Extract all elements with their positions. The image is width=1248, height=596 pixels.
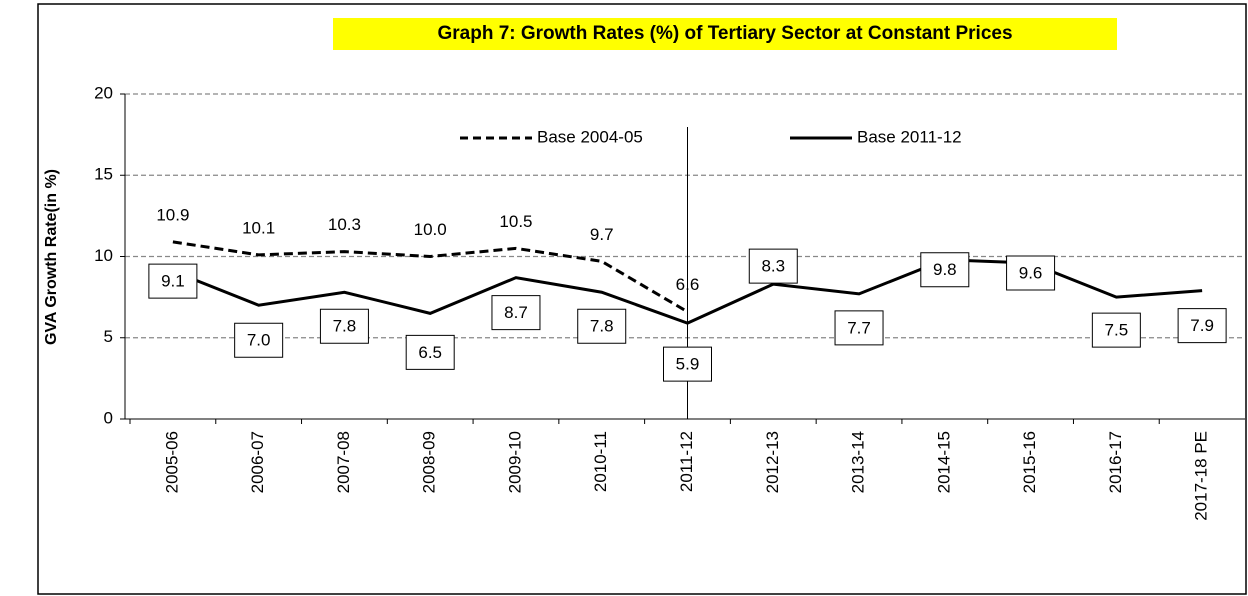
frame xyxy=(37,3,1247,595)
x-tick-label: 2007-08 xyxy=(334,431,353,493)
y-tick-label: 5 xyxy=(104,327,113,346)
chart-title: Graph 7: Growth Rates (%) of Tertiary Se… xyxy=(437,23,1012,44)
y-tick-label: 10 xyxy=(94,246,113,265)
data-label: 7.0 xyxy=(247,331,271,350)
y-tick-label: 0 xyxy=(104,408,113,427)
data-label-box xyxy=(491,295,541,331)
data-label-box xyxy=(148,263,198,299)
x-tick-label: 2017-18 PE xyxy=(1192,431,1211,521)
line-series xyxy=(172,240,689,314)
legend-label: Base 2004-05 xyxy=(537,127,643,146)
data-label-box xyxy=(748,248,798,284)
data-label: 6.6 xyxy=(676,275,700,294)
data-label-box xyxy=(405,334,455,370)
data-label: 5.9 xyxy=(676,355,700,374)
title-background xyxy=(333,18,1117,50)
data-label-box xyxy=(663,346,712,382)
data-label-box xyxy=(234,322,284,358)
x-tick-label: 2008-09 xyxy=(420,431,439,493)
legend-label: Base 2011-12 xyxy=(857,127,962,146)
x-tick-label: 2012-13 xyxy=(763,431,782,493)
data-label-box xyxy=(577,308,627,344)
data-label: 9.1 xyxy=(161,272,185,291)
x-tick-label: 2009-10 xyxy=(505,431,524,493)
data-label: 10.3 xyxy=(328,215,361,234)
data-label-box xyxy=(1091,312,1141,348)
data-label-box xyxy=(920,252,970,288)
data-label: 10.0 xyxy=(414,220,447,239)
y-tick-label: 20 xyxy=(94,83,113,102)
y-axis-label: GVA Growth Rate(in %) xyxy=(43,169,60,345)
x-tick-label: 2005-06 xyxy=(162,431,181,493)
x-tick-label: 2006-07 xyxy=(248,431,267,493)
data-label: 8.7 xyxy=(504,303,528,322)
data-label: 10.5 xyxy=(499,212,532,231)
x-tick-label: 2016-17 xyxy=(1106,431,1125,493)
data-label: 10.1 xyxy=(242,218,275,237)
data-label: 9.6 xyxy=(1019,263,1043,282)
data-label-box xyxy=(1177,308,1227,344)
data-label: 9.8 xyxy=(933,260,957,279)
data-label: 7.7 xyxy=(847,318,871,337)
data-label-box xyxy=(319,308,369,344)
x-tick-label: 2015-16 xyxy=(1020,431,1039,493)
x-tick-label: 2013-14 xyxy=(849,431,868,493)
x-tick-label: 2010-11 xyxy=(591,431,610,492)
data-label-box xyxy=(834,310,884,346)
data-label: 6.5 xyxy=(418,343,442,362)
x-tick-label: 2014-15 xyxy=(934,431,953,493)
x-tick-label: 2011-12 xyxy=(677,431,696,492)
data-label-box xyxy=(1006,255,1056,291)
data-label: 7.8 xyxy=(590,317,614,336)
data-label: 7.5 xyxy=(1105,321,1129,340)
data-label: 8.3 xyxy=(761,257,785,276)
data-label: 7.9 xyxy=(1190,316,1214,335)
data-label: 10.9 xyxy=(156,205,189,224)
y-tick-label: 15 xyxy=(94,165,113,184)
data-label: 7.8 xyxy=(333,317,357,336)
data-label: 9.7 xyxy=(590,225,614,244)
